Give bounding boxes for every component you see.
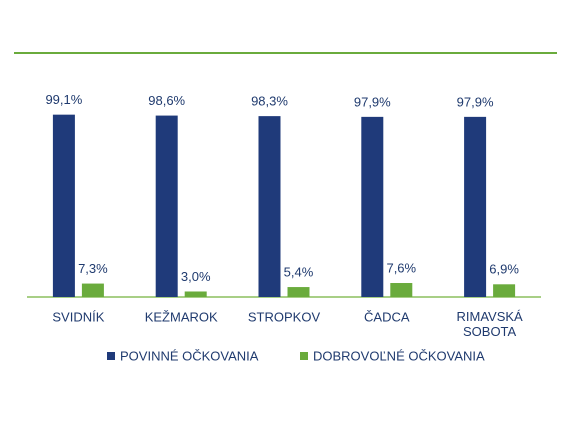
value-label: 3,0% <box>181 269 211 284</box>
legend-label: POVINNÉ OČKOVANIA <box>120 348 259 363</box>
legend-label: DOBROVOĽNÉ OČKOVANIA <box>313 348 485 363</box>
value-label: 98,6% <box>148 93 185 108</box>
bar <box>361 116 384 297</box>
value-label: 6,9% <box>489 262 519 277</box>
bar <box>464 116 487 297</box>
x-tick-label: SVIDNÍK <box>52 309 104 324</box>
x-tick-label: RIMAVSKÁ SOBOTA <box>456 309 523 339</box>
bar <box>493 284 516 297</box>
bar <box>184 291 207 297</box>
value-label: 98,3% <box>251 94 288 109</box>
value-label: 5,4% <box>284 265 314 280</box>
bar <box>258 116 281 298</box>
value-label: 97,9% <box>354 94 391 109</box>
value-label: 99,1% <box>45 92 82 107</box>
bar <box>155 115 178 298</box>
bar <box>81 283 104 297</box>
x-tick-label: STROPKOV <box>248 309 321 324</box>
value-label: 7,3% <box>78 261 108 276</box>
x-tick-label: ČADCA <box>364 309 410 324</box>
bar <box>287 287 310 297</box>
value-label: 97,9% <box>457 94 494 109</box>
legend-swatch <box>107 352 115 360</box>
bar <box>52 114 75 297</box>
value-label: 7,6% <box>386 260 416 275</box>
x-tick-label: KEŽMAROK <box>145 309 218 324</box>
bar <box>390 283 413 297</box>
legend-swatch <box>300 352 308 360</box>
